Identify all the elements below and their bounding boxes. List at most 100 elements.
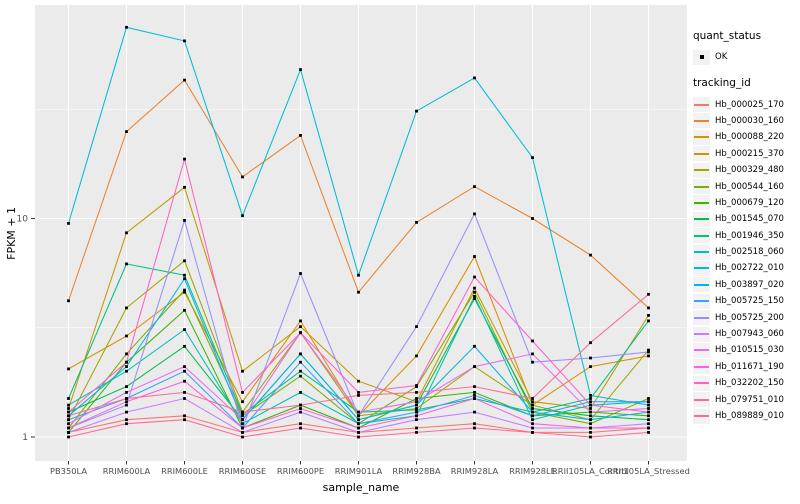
legend-item-quant-status-ok: OK (693, 49, 800, 65)
legend-item-label: Hb_032202_150 (715, 378, 784, 389)
data-point (241, 414, 244, 418)
data-point (415, 384, 418, 387)
data-point (473, 76, 476, 80)
data-point (531, 360, 534, 364)
legend-key-line (694, 415, 709, 417)
data-point (357, 435, 360, 439)
data-point (357, 410, 360, 414)
data-point (183, 157, 186, 161)
legend-key-box (693, 244, 710, 260)
data-point (67, 431, 70, 434)
legend-key-line (694, 234, 709, 237)
data-point (183, 308, 186, 312)
legend-item-Hb_000025_170: Hb_000025_170 (693, 96, 800, 113)
legend-key-box (693, 310, 710, 326)
legend-key-line (694, 398, 709, 401)
legend-item-label: Hb_005725_200 (715, 312, 784, 323)
data-point (67, 299, 70, 303)
data-point (241, 412, 244, 416)
data-point (299, 410, 302, 414)
legend-item-label: Hb_000088_220 (715, 132, 784, 143)
legend-key-box (693, 113, 710, 129)
legend-item-label: Hb_000215_370 (715, 148, 784, 159)
legend-item-label: Hb_003897_020 (715, 279, 784, 290)
legend-key-box (693, 162, 710, 178)
data-point (531, 410, 534, 414)
data-point (125, 231, 128, 235)
legend-key-box (693, 408, 710, 424)
data-point (67, 410, 70, 414)
legend-key-box (693, 129, 710, 145)
data-point (241, 175, 244, 179)
data-point (241, 214, 244, 218)
data-point (415, 397, 418, 400)
data-point (415, 325, 418, 328)
data-point (183, 273, 186, 277)
data-point (67, 403, 70, 407)
point-glyph-icon (699, 55, 704, 60)
data-point (183, 397, 186, 400)
legend-item-Hb_079751_010: Hb_079751_010 (693, 391, 800, 408)
legend-item-Hb_001946_350: Hb_001946_350 (693, 228, 800, 244)
x-tick-label: PB350LA (50, 466, 87, 476)
data-point (589, 435, 592, 439)
data-point (647, 292, 650, 296)
x-tick-label: RRIM600PE (277, 466, 324, 476)
data-point (531, 418, 534, 422)
x-tick-label: RRIM600LE (161, 466, 208, 476)
data-point (415, 418, 418, 422)
data-point (125, 130, 128, 133)
legend-key-line (694, 365, 709, 368)
data-point (125, 400, 128, 404)
y-tick-label: 1 (22, 433, 28, 443)
legend-key-line (694, 185, 709, 188)
data-point (589, 414, 592, 418)
legend-key-box (693, 293, 710, 309)
y-axis-title: FPKM + 1 (5, 0, 18, 466)
legend: quant_status OK tracking_id Hb_000025_17… (693, 28, 800, 424)
data-point (589, 356, 592, 360)
legend-item-Hb_000088_220: Hb_000088_220 (693, 129, 800, 145)
data-point (531, 156, 534, 159)
legend-item-label: Hb_089889_010 (715, 411, 784, 421)
data-point (299, 325, 302, 328)
tracking-id-legend-rows: Hb_000025_170 Hb_000030_160 Hb_000088_220 H… (693, 96, 800, 424)
data-point (357, 379, 360, 383)
data-point (67, 414, 70, 418)
data-point (415, 408, 418, 412)
data-point (125, 25, 128, 29)
legend-item-label: Hb_000544_160 (715, 181, 784, 192)
data-point (647, 350, 650, 354)
plot-area: 1 10 PB350LA RRIM600LA RRIM600LE RRIM600SE RRI… (17, 5, 690, 476)
x-tick-label: RRIM600SE (219, 466, 266, 476)
legend-item-Hb_000215_370: Hb_000215_370 (693, 146, 800, 162)
data-point (183, 219, 186, 222)
legend-item-label: Hb_011671_190 (715, 361, 784, 372)
legend-key-line (694, 300, 709, 303)
data-point (531, 414, 534, 418)
legend-key-line (694, 251, 709, 254)
data-point (241, 369, 244, 373)
data-point (589, 407, 592, 410)
legend-item-label: Hb_079751_010 (715, 394, 784, 405)
data-point (415, 221, 418, 224)
data-point (299, 360, 302, 364)
legend-item-Hb_000030_160: Hb_000030_160 (693, 113, 800, 129)
legend-item-label: Hb_000679_120 (715, 197, 784, 208)
y-axis-title-text: FPKM + 1 (5, 206, 18, 260)
data-point (473, 212, 476, 216)
data-point (589, 397, 592, 400)
legend-item-Hb_000544_160: Hb_000544_160 (693, 178, 800, 195)
data-point (125, 418, 128, 422)
legend-item-label: Hb_002518_060 (715, 247, 784, 258)
data-point (183, 344, 186, 348)
legend-item-label: Hb_001946_350 (715, 230, 784, 241)
data-point (299, 422, 302, 426)
legend-item-Hb_032202_150: Hb_032202_150 (693, 375, 800, 391)
legend-key-box (693, 179, 710, 195)
x-tick-label: RRIM928BA (392, 466, 441, 476)
data-point (589, 394, 592, 397)
data-point (183, 288, 186, 292)
data-point (299, 352, 302, 356)
data-point (531, 217, 534, 220)
